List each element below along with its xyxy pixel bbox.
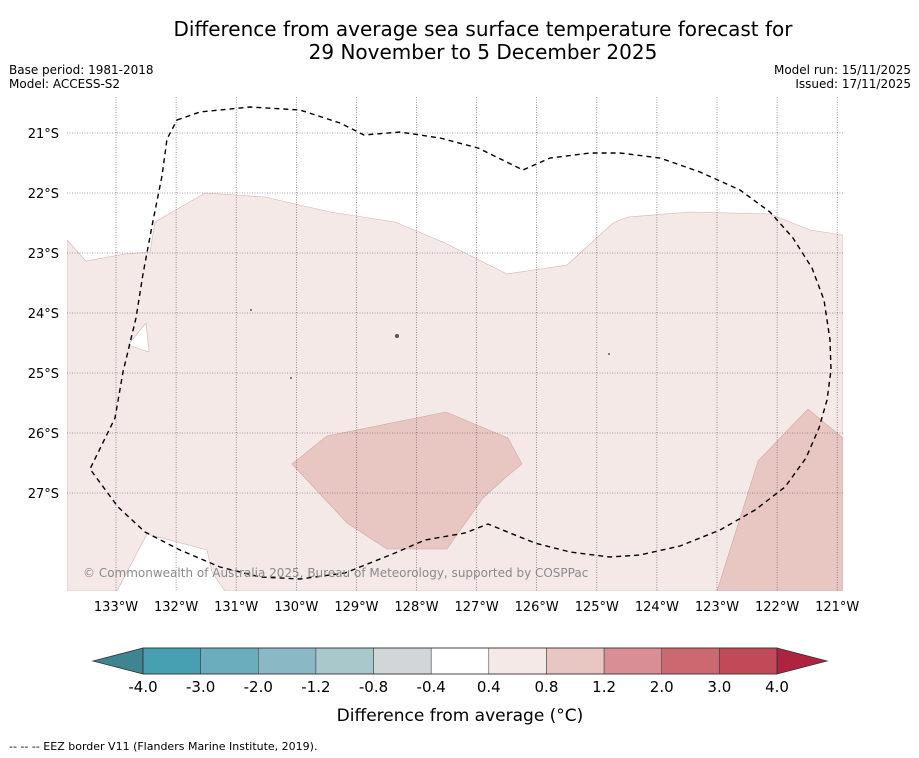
lon-tick-label: 133°W (94, 600, 138, 615)
eez-border (89, 106, 832, 580)
model-run-text: Model run: 15/11/2025 (773, 63, 911, 77)
colorbar-segments (142, 647, 778, 675)
colorbar-frame (142, 647, 778, 675)
colorbar-tick-label: 4.0 (765, 678, 789, 696)
lon-tick-label: 131°W (214, 600, 258, 615)
lon-tick-label: 130°W (274, 600, 318, 615)
colorbar-labels: -4.0 -3.0 -2.0 -1.2 -0.8 -0.4 0.4 0.8 1.2 2.0 3.0 4… (128, 678, 789, 696)
colorbar-tick-label: 0.8 (535, 678, 559, 696)
lat-tick-label: 23°S (28, 247, 59, 262)
base-period-text: Base period: 1981-2018 (9, 63, 154, 77)
colorbar-segment (200, 647, 259, 675)
colorbar-tick-label: -3.0 (186, 678, 215, 696)
lon-tick-label: 122°W (755, 600, 799, 615)
colorbar-tick-label: -2.0 (244, 678, 273, 696)
island-hole (127, 322, 150, 353)
colorbar-tick-label: -4.0 (128, 678, 157, 696)
anomaly-region-center (291, 411, 523, 550)
colorbar: -4.0 -3.0 -2.0 -1.2 -0.8 -0.4 0.4 0.8 1.2 2.0 3.0 4… (91, 647, 829, 726)
lat-tick-label: 25°S (28, 367, 59, 382)
copyright-credit: © Commonwealth of Australia 2025, Bureau… (83, 566, 588, 580)
colorbar-tick-label: -0.4 (417, 678, 446, 696)
colorbar-segment (373, 647, 432, 675)
island-marker (395, 334, 399, 338)
lat-tick-label: 22°S (28, 187, 59, 202)
lat-tick-label: 21°S (28, 127, 59, 142)
colorbar-segment (315, 647, 374, 675)
colorbar-tick-label: -0.8 (359, 678, 388, 696)
lat-tick-label: 26°S (28, 427, 59, 442)
model-text: Model: ACCESS-S2 (9, 77, 121, 91)
lon-tick-label: 123°W (695, 600, 739, 615)
anomaly-region-east (716, 408, 843, 591)
lon-tick-label: 128°W (394, 600, 438, 615)
footer-note: -- -- -- EEZ border V11 (Flanders Marine… (9, 740, 318, 753)
island-marker (608, 353, 610, 355)
graticule (67, 97, 843, 591)
lat-tick-label: 27°S (28, 487, 59, 502)
colorbar-segment (719, 647, 778, 675)
colorbar-tick-label: 1.2 (592, 678, 616, 696)
colorbar-segment (661, 647, 720, 675)
longitude-labels: 133°W 132°W 131°W 130°W 129°W 128°W 127°W 126°W… (94, 600, 860, 615)
map-title: Difference from average sea surface temp… (0, 18, 919, 64)
lat-tick-label: 24°S (28, 307, 59, 322)
colorbar-segment (430, 647, 490, 675)
lon-tick-label: 125°W (575, 600, 619, 615)
latitude-labels: 21°S 22°S 23°S 24°S 25°S 26°S 27°S (28, 127, 59, 502)
map-area: © Commonwealth of Australia 2025, Bureau… (67, 97, 843, 591)
colorbar-segment (603, 647, 662, 675)
lon-tick-label: 132°W (154, 600, 198, 615)
lon-tick-label: 129°W (334, 600, 378, 615)
lon-tick-label: 124°W (635, 600, 679, 615)
anomaly-region-light (67, 192, 843, 591)
lon-tick-label: 126°W (515, 600, 559, 615)
colorbar-high-extension (776, 647, 829, 675)
meta-left: Base period: 1981-2018 Model: ACCESS-S2 (9, 63, 154, 91)
lon-tick-label: 127°W (455, 600, 499, 615)
island-marker (290, 377, 292, 379)
colorbar-tick-label: 3.0 (707, 678, 731, 696)
colorbar-segment (488, 647, 547, 675)
colorbar-segment (258, 647, 317, 675)
title-line-1: Difference from average sea surface temp… (173, 17, 793, 41)
colorbar-tick-label: 2.0 (650, 678, 674, 696)
colorbar-segment (546, 647, 605, 675)
colorbar-low-extension (91, 647, 144, 675)
meta-right: Model run: 15/11/2025 Issued: 17/11/2025 (774, 63, 911, 91)
lon-tick-label: 121°W (815, 600, 859, 615)
title-line-2: 29 November to 5 December 2025 (308, 40, 658, 64)
colorbar-tick-label: 0.4 (477, 678, 501, 696)
island-marker (250, 309, 252, 311)
colorbar-title: Difference from average (°C) (337, 706, 584, 726)
colorbar-tick-label: -1.2 (301, 678, 330, 696)
colorbar-segment (142, 647, 201, 675)
issued-text: Issued: 17/11/2025 (795, 77, 911, 91)
